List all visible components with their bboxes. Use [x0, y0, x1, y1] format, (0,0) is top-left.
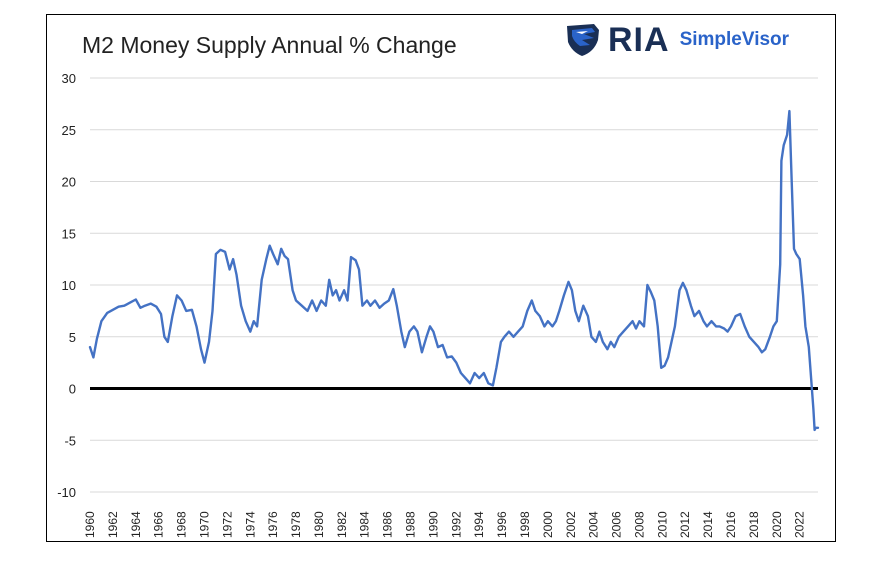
chart-title: M2 Money Supply Annual % Change: [82, 32, 457, 58]
x-tick-label: 1974: [243, 511, 257, 538]
x-tick-label: 2010: [655, 511, 669, 538]
x-tick-label: 2006: [610, 511, 624, 538]
x-tick-label: 1998: [518, 511, 532, 538]
x-tick-label: 1966: [152, 511, 166, 538]
x-tick-label: 2004: [587, 511, 601, 538]
x-tick-label: 1990: [426, 511, 440, 538]
x-tick-label: 2000: [541, 511, 555, 538]
x-tick-label: 1978: [289, 511, 303, 538]
x-tick-label: 1968: [175, 511, 189, 538]
y-tick-label: 10: [62, 278, 76, 293]
x-tick-label: 1980: [312, 511, 326, 538]
x-tick-label: 1972: [220, 511, 234, 538]
x-tick-label: 1996: [495, 511, 509, 538]
x-tick-label: 2018: [747, 511, 761, 538]
y-tick-label: 30: [62, 71, 76, 86]
y-tick-label: -5: [64, 433, 76, 448]
chart-frame: [46, 14, 836, 542]
x-tick-label: 1988: [404, 511, 418, 538]
x-tick-label: 1964: [129, 511, 143, 538]
y-tick-label: 25: [62, 123, 76, 138]
x-tick-label: 2008: [632, 511, 646, 538]
x-tick-label: 2002: [564, 511, 578, 538]
x-tick-label: 1962: [106, 511, 120, 538]
x-tick-label: 1960: [83, 511, 97, 538]
x-tick-label: 1986: [381, 511, 395, 538]
x-tick-label: 2012: [678, 511, 692, 538]
logo-brand: RIA: [608, 20, 670, 59]
y-tick-label: -10: [57, 485, 76, 500]
logo-product: SimpleVisor: [679, 29, 790, 50]
ria-simplevisor-logo: RIA SimpleVisor: [564, 20, 789, 60]
x-tick-label: 1970: [197, 511, 211, 538]
y-tick-label: 0: [69, 382, 76, 397]
eagle-shield-icon: [567, 24, 599, 56]
x-tick-label: 1994: [472, 511, 486, 538]
x-tick-label: 2022: [793, 511, 807, 538]
x-tick-label: 2014: [701, 511, 715, 538]
x-tick-label: 2016: [724, 511, 738, 538]
x-tick-label: 1976: [266, 511, 280, 538]
y-tick-label: 20: [62, 175, 76, 190]
x-tick-label: 1984: [358, 511, 372, 538]
y-tick-label: 15: [62, 226, 76, 241]
y-tick-label: 5: [69, 330, 76, 345]
x-tick-label: 1992: [449, 511, 463, 538]
series-line-m2: [88, 109, 820, 432]
x-tick-label: 1982: [335, 511, 349, 538]
x-tick-label: 2020: [770, 511, 784, 538]
